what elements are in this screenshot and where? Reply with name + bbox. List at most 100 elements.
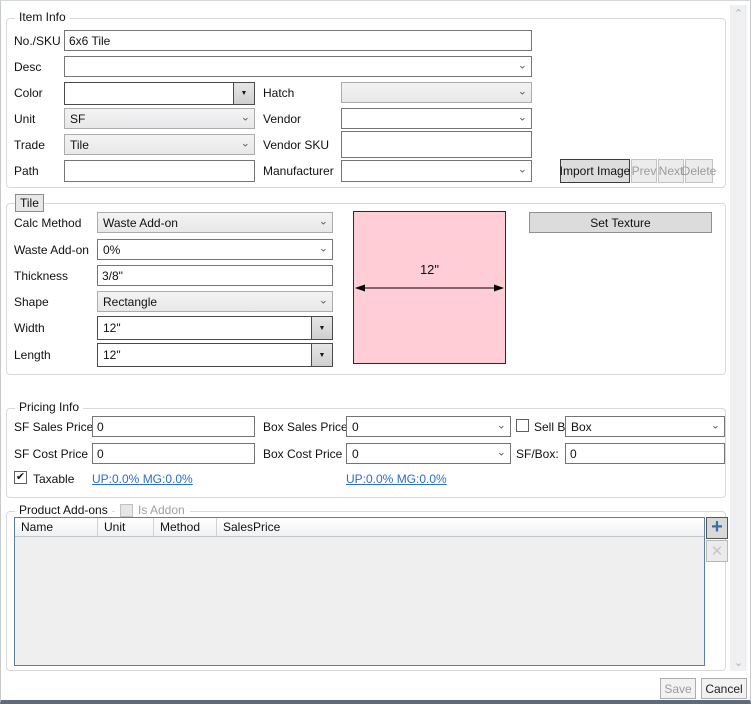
cancel-button[interactable]: Cancel xyxy=(701,678,747,699)
item-info-group: Item Info No./SKU Desc ⌄ Color ▼ Hatch ⌄… xyxy=(6,10,726,188)
length-combobox[interactable]: 12" ▼ xyxy=(97,343,333,367)
tile-dimension-label: 12" xyxy=(419,262,440,277)
hatch-combobox[interactable]: ⌄ xyxy=(341,82,532,103)
pricing-legend: Pricing Info xyxy=(15,400,84,414)
unit-value: SF xyxy=(70,111,86,126)
set-texture-button[interactable]: Set Texture xyxy=(529,212,712,233)
box-margin-link[interactable]: UP:0.0% MG:0.0% xyxy=(346,472,447,486)
sf-margin-link[interactable]: UP:0.0% MG:0.0% xyxy=(92,472,193,486)
chevron-down-icon: ⌄ xyxy=(517,163,527,176)
sku-input[interactable] xyxy=(64,30,532,51)
column-header-name[interactable]: Name xyxy=(15,518,98,536)
width-label: Width xyxy=(14,321,45,335)
next-button[interactable]: Next xyxy=(658,159,684,183)
tile-group: Tile Calc Method Waste Add-on ⌄ Waste Ad… xyxy=(6,194,726,375)
item-info-legend: Item Info xyxy=(15,10,70,24)
vendor-combobox[interactable]: ⌄ xyxy=(341,108,532,129)
column-header-method[interactable]: Method xyxy=(154,518,217,536)
add-addon-button[interactable]: + xyxy=(706,517,728,539)
hatch-label: Hatch xyxy=(263,86,295,100)
color-dropdown-button[interactable]: ▼ xyxy=(233,83,254,104)
path-input[interactable] xyxy=(64,160,255,182)
vendor-sku-input[interactable] xyxy=(341,131,532,158)
box-sales-price-value: 0 xyxy=(352,419,359,434)
column-header-salesprice[interactable]: SalesPrice xyxy=(223,520,281,534)
sell-by-value: Box xyxy=(571,419,592,434)
length-dropdown-button[interactable]: ▼ xyxy=(311,344,332,366)
prev-button[interactable]: Prev xyxy=(631,159,657,183)
manufacturer-label: Manufacturer xyxy=(263,164,334,178)
calc-method-combobox[interactable]: Waste Add-on ⌄ xyxy=(97,212,333,233)
length-value: 12" xyxy=(98,344,311,366)
chevron-down-icon: ⌄ xyxy=(517,85,527,98)
sf-cost-price-label: SF Cost Price xyxy=(14,447,89,461)
unit-label: Unit xyxy=(14,112,36,126)
trade-combobox[interactable]: Tile ⌄ xyxy=(64,134,255,155)
box-cost-price-label: Box Cost Price xyxy=(263,447,343,461)
chevron-down-icon: ⌄ xyxy=(240,137,250,150)
waste-addon-value: 0% xyxy=(103,242,121,257)
taxable-checkbox[interactable]: ✔ xyxy=(14,471,27,484)
chevron-down-icon: ⌄ xyxy=(517,59,527,72)
check-icon: ✔ xyxy=(15,470,26,483)
vendor-sku-label: Vendor SKU xyxy=(263,138,330,152)
calc-method-label: Calc Method xyxy=(14,216,82,230)
shape-combobox[interactable]: Rectangle ⌄ xyxy=(97,291,333,312)
import-image-button[interactable]: Import Image xyxy=(560,159,630,183)
addons-grid: Name Unit Method SalesPrice xyxy=(14,517,705,666)
sf-per-box-label: SF/Box: xyxy=(516,447,559,461)
desc-label: Desc xyxy=(14,60,42,74)
taxable-label: Taxable xyxy=(33,472,75,486)
dropdown-arrow-icon: ▼ xyxy=(318,324,326,332)
dropdown-arrow-icon: ▼ xyxy=(318,351,326,359)
chevron-down-icon: ⌄ xyxy=(733,657,744,669)
waste-addon-combobox[interactable]: 0% ⌄ xyxy=(97,239,333,260)
width-combobox[interactable]: 12" ▼ xyxy=(97,316,333,340)
color-swatch-holder xyxy=(65,83,233,104)
delete-addon-button[interactable]: ✕ xyxy=(706,540,728,562)
path-label: Path xyxy=(14,164,39,178)
sku-label: No./SKU xyxy=(14,34,61,48)
unit-combobox[interactable]: SF ⌄ xyxy=(64,108,255,129)
sell-by-label: Sell By xyxy=(534,420,572,434)
scroll-down-button[interactable]: ⌄ xyxy=(730,654,747,671)
delete-button[interactable]: Delete xyxy=(682,159,716,183)
length-label: Length xyxy=(14,348,51,362)
is-addon-checkbox[interactable] xyxy=(120,503,133,517)
sell-by-combobox[interactable]: Box ⌄ xyxy=(565,416,725,437)
scroll-up-button[interactable]: ⌃ xyxy=(730,5,747,22)
tab-tile[interactable]: Tile xyxy=(15,194,44,212)
width-dropdown-button[interactable]: ▼ xyxy=(311,317,332,339)
sf-per-box-input[interactable] xyxy=(565,443,725,464)
pricing-group: Pricing Info SF Sales Price Box Sales Pr… xyxy=(6,400,726,498)
box-cost-price-combobox[interactable]: 0 ⌄ xyxy=(346,443,511,464)
column-header-unit[interactable]: Unit xyxy=(98,518,154,536)
thickness-input[interactable] xyxy=(97,265,333,286)
sf-cost-price-input[interactable] xyxy=(92,443,255,464)
shape-value: Rectangle xyxy=(103,294,158,309)
dropdown-arrow-icon: ▼ xyxy=(240,90,248,97)
chevron-down-icon: ⌄ xyxy=(318,294,328,307)
box-sales-price-label: Box Sales Price xyxy=(263,420,348,434)
save-button[interactable]: Save xyxy=(660,678,696,699)
sf-sales-price-label: SF Sales Price xyxy=(14,420,94,434)
chevron-down-icon: ⌄ xyxy=(710,419,720,432)
addons-grid-header: Name Unit Method SalesPrice xyxy=(15,518,704,537)
box-cost-price-value: 0 xyxy=(352,446,359,461)
chevron-down-icon: ⌄ xyxy=(318,215,328,228)
sf-sales-price-input[interactable] xyxy=(92,416,255,437)
sell-by-checkbox[interactable] xyxy=(516,419,529,432)
width-value: 12" xyxy=(98,317,311,339)
calc-method-value: Waste Add-on xyxy=(103,215,178,230)
box-sales-price-combobox[interactable]: 0 ⌄ xyxy=(346,416,511,437)
manufacturer-combobox[interactable]: ⌄ xyxy=(341,160,532,182)
chevron-up-icon: ⌃ xyxy=(733,8,744,20)
vertical-scrollbar[interactable]: ⌃ ⌄ xyxy=(730,5,747,671)
chevron-down-icon: ⌄ xyxy=(496,446,506,459)
desc-combobox[interactable]: ⌄ xyxy=(64,56,532,77)
product-addons-group: Product Add-ons Is Addon Name Unit Metho… xyxy=(6,503,728,671)
plus-icon: + xyxy=(711,516,723,538)
color-label: Color xyxy=(14,86,43,100)
is-addon-label: Is Addon xyxy=(138,503,185,517)
color-combobox[interactable]: ▼ xyxy=(64,82,255,105)
